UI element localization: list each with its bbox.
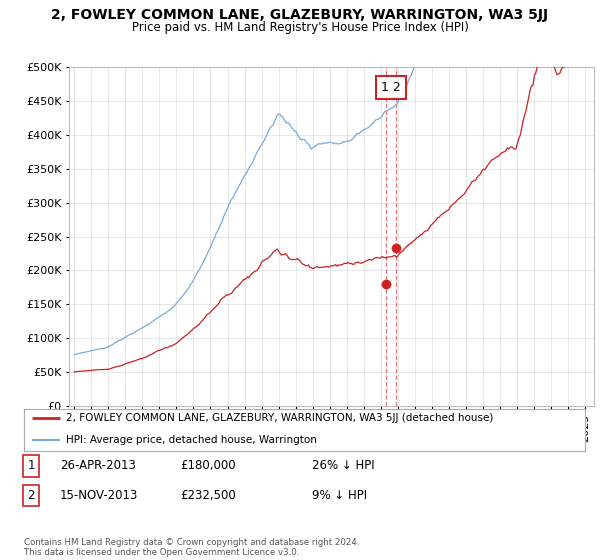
Text: 2: 2: [28, 489, 35, 502]
Text: 2, FOWLEY COMMON LANE, GLAZEBURY, WARRINGTON, WA3 5JJ: 2, FOWLEY COMMON LANE, GLAZEBURY, WARRIN…: [52, 8, 548, 22]
Text: £232,500: £232,500: [180, 489, 236, 502]
Text: 9% ↓ HPI: 9% ↓ HPI: [312, 489, 367, 502]
Text: Price paid vs. HM Land Registry's House Price Index (HPI): Price paid vs. HM Land Registry's House …: [131, 21, 469, 34]
Text: £180,000: £180,000: [180, 459, 236, 473]
Text: 15-NOV-2013: 15-NOV-2013: [60, 489, 139, 502]
Text: 26% ↓ HPI: 26% ↓ HPI: [312, 459, 374, 473]
Text: 2, FOWLEY COMMON LANE, GLAZEBURY, WARRINGTON, WA3 5JJ (detached house): 2, FOWLEY COMMON LANE, GLAZEBURY, WARRIN…: [66, 413, 493, 423]
Text: Contains HM Land Registry data © Crown copyright and database right 2024.
This d: Contains HM Land Registry data © Crown c…: [24, 538, 359, 557]
Text: 1: 1: [28, 459, 35, 473]
Text: HPI: Average price, detached house, Warrington: HPI: Average price, detached house, Warr…: [66, 435, 317, 445]
Text: 26-APR-2013: 26-APR-2013: [60, 459, 136, 473]
Text: 1 2: 1 2: [381, 81, 401, 94]
